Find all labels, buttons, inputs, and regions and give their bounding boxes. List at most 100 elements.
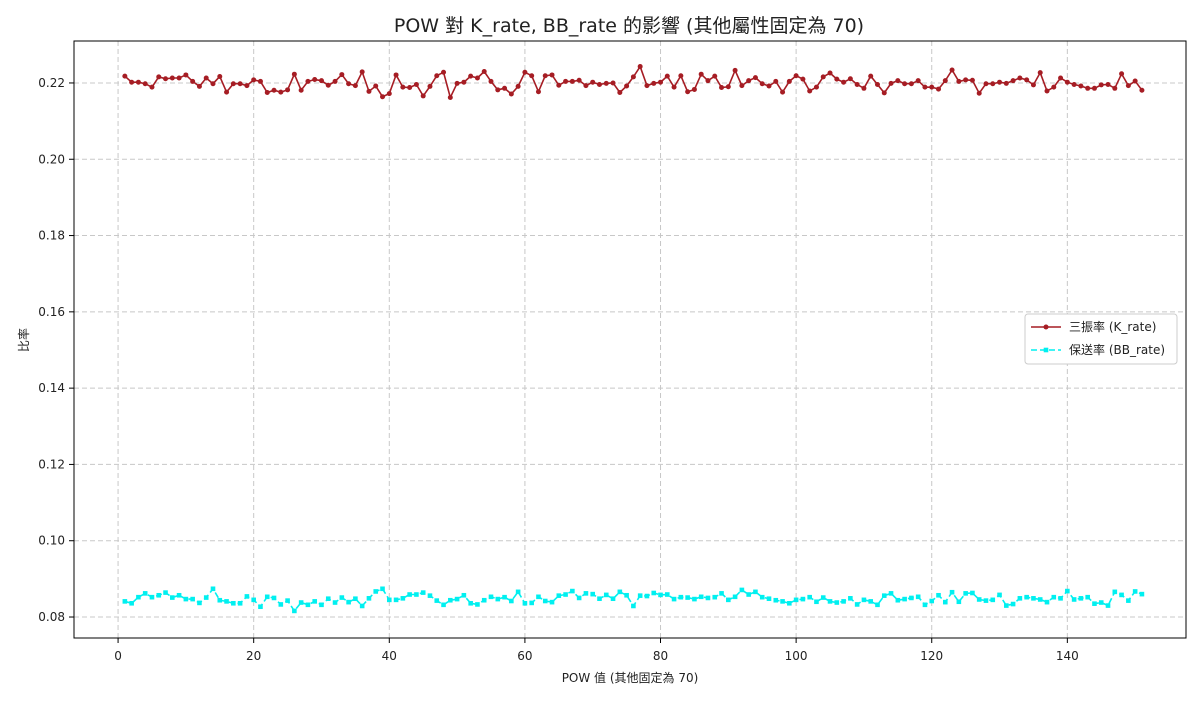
data-point: [386, 597, 392, 603]
data-point: [454, 80, 460, 86]
data-point: [881, 90, 887, 96]
data-point: [515, 83, 521, 89]
data-point: [820, 74, 826, 80]
data-point: [258, 604, 263, 610]
data-point: [841, 599, 846, 604]
data-point: [359, 69, 365, 75]
data-point: [1098, 82, 1104, 88]
data-point: [136, 594, 141, 600]
data-point: [637, 593, 643, 598]
data-point: [312, 599, 318, 604]
data-point: [1058, 75, 1064, 81]
data-point: [624, 83, 630, 89]
data-point: [909, 595, 914, 601]
series-0: [122, 64, 1145, 100]
data-point: [1064, 79, 1070, 85]
y-tick-label: 0.08: [38, 610, 65, 624]
x-tick-label: 140: [1056, 649, 1079, 663]
data-point: [569, 78, 575, 84]
data-point: [549, 72, 555, 78]
data-point: [922, 84, 928, 90]
data-point: [468, 600, 473, 606]
data-point: [170, 595, 175, 600]
data-point: [1092, 601, 1097, 606]
y-tick-label: 0.22: [38, 76, 65, 90]
data-point: [1017, 596, 1023, 601]
data-point: [732, 594, 738, 600]
data-point: [203, 595, 209, 600]
data-point: [631, 603, 636, 609]
data-point: [407, 85, 413, 91]
data-point: [942, 599, 948, 605]
data-point: [142, 591, 148, 596]
data-point: [231, 600, 236, 606]
data-point: [481, 597, 487, 603]
data-point: [244, 83, 250, 89]
legend-label: 三振率 (K_rate): [1069, 319, 1156, 334]
data-point: [1132, 78, 1138, 84]
x-axis: 0 20 40 60 80 100 120 140: [114, 638, 1079, 663]
data-point: [671, 84, 677, 90]
series-1: [122, 586, 1145, 614]
data-point: [556, 82, 562, 88]
data-point: [1044, 599, 1050, 605]
data-point: [997, 592, 1002, 598]
data-point: [983, 81, 989, 87]
data-point: [264, 89, 270, 95]
data-point: [929, 598, 935, 604]
data-point: [651, 80, 657, 86]
data-point: [759, 594, 765, 600]
data-point: [969, 77, 975, 83]
y-tick-label: 0.12: [38, 457, 65, 471]
data-point: [793, 73, 799, 79]
data-point: [895, 597, 901, 603]
data-point: [780, 89, 786, 95]
data-point: [963, 77, 969, 83]
data-point: [780, 599, 785, 604]
data-point: [1105, 603, 1111, 608]
data-point: [617, 89, 623, 95]
series-layer: [122, 64, 1145, 614]
data-point: [929, 84, 935, 90]
data-point: [135, 79, 141, 85]
data-point: [468, 73, 474, 79]
data-point: [1085, 594, 1090, 600]
data-point: [237, 81, 243, 87]
data-point: [563, 78, 569, 84]
data-point: [875, 602, 880, 608]
data-point: [318, 78, 324, 84]
grid-lines: [74, 41, 1186, 638]
y-tick-label: 0.20: [38, 152, 65, 166]
data-point: [1003, 80, 1009, 86]
data-point: [739, 83, 745, 89]
data-point: [888, 80, 894, 86]
data-point: [217, 597, 223, 603]
data-point: [644, 593, 650, 599]
data-point: [861, 85, 867, 91]
data-point: [1112, 589, 1118, 595]
data-point: [264, 594, 270, 600]
data-point: [800, 76, 806, 82]
data-point: [522, 600, 528, 606]
data-point: [820, 595, 826, 600]
data-point: [156, 74, 162, 80]
data-point: [1091, 85, 1097, 91]
data-point: [271, 595, 277, 601]
data-point: [319, 602, 324, 608]
data-point: [163, 76, 169, 82]
data-point: [949, 67, 955, 73]
x-tick-label: 120: [920, 649, 943, 663]
data-point: [380, 94, 386, 100]
data-point: [834, 600, 840, 605]
data-point: [420, 93, 426, 99]
data-point: [753, 589, 758, 595]
data-point: [312, 77, 318, 83]
data-point: [766, 596, 772, 602]
data-point: [576, 77, 582, 83]
data-point: [305, 602, 311, 608]
data-point: [122, 599, 128, 604]
data-point: [1125, 83, 1131, 89]
data-point: [1071, 597, 1077, 602]
data-point: [393, 597, 399, 603]
